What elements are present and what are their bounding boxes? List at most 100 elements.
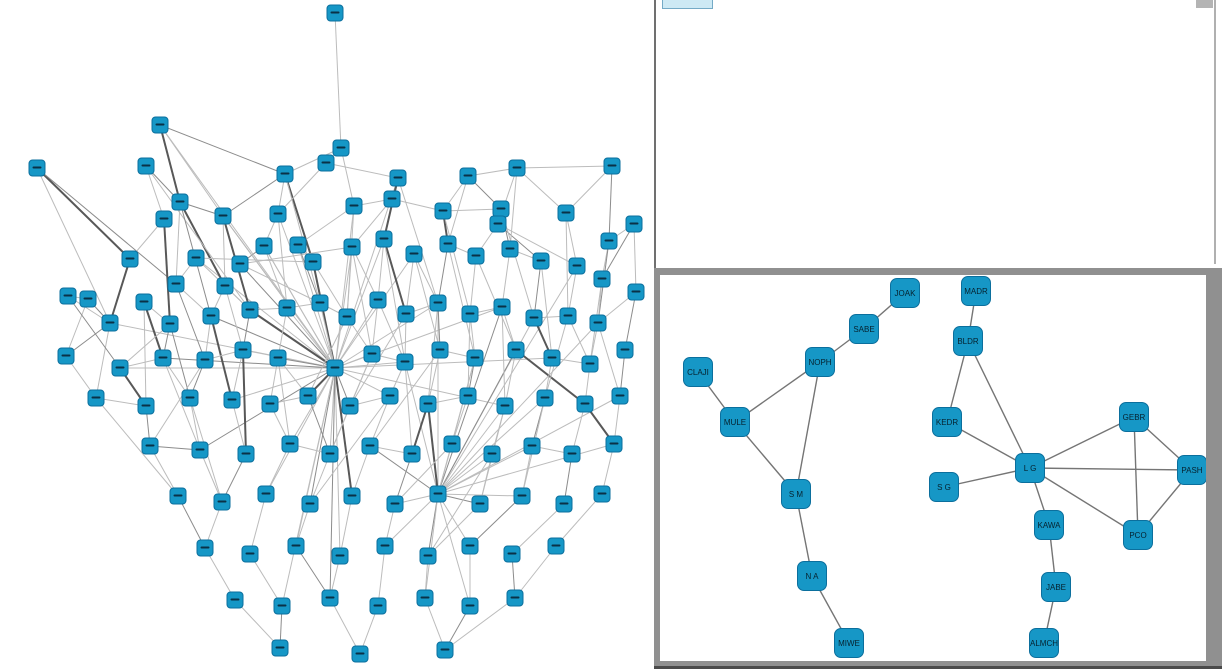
overview-node[interactable] <box>121 250 139 268</box>
overview-node[interactable] <box>345 197 363 215</box>
network-node-madr[interactable]: MADR <box>961 276 991 306</box>
overview-node[interactable] <box>508 159 526 177</box>
network-node-bldr[interactable]: BLDR <box>953 326 983 356</box>
overview-node[interactable] <box>351 645 369 663</box>
overview-node[interactable] <box>563 445 581 463</box>
overview-node[interactable] <box>289 236 307 254</box>
overview-node[interactable] <box>493 298 511 316</box>
overview-node[interactable] <box>429 294 447 312</box>
overview-node[interactable] <box>581 355 599 373</box>
overview-node[interactable] <box>332 139 350 157</box>
overview-node[interactable] <box>543 349 561 367</box>
network-node-almch[interactable]: ALMCH <box>1029 628 1059 658</box>
overview-node[interactable] <box>471 495 489 513</box>
overview-node[interactable] <box>525 309 543 327</box>
overview-node[interactable] <box>369 597 387 615</box>
network-edge[interactable] <box>1029 467 1139 536</box>
overview-node[interactable] <box>281 435 299 453</box>
overview-node[interactable] <box>234 341 252 359</box>
network-node-gebr[interactable]: GEBR <box>1119 402 1149 432</box>
overview-node[interactable] <box>169 487 187 505</box>
overview-node[interactable] <box>226 591 244 609</box>
overview-node[interactable] <box>532 252 550 270</box>
network-node-mule[interactable]: MULE <box>720 407 750 437</box>
network-edge[interactable] <box>1029 467 1193 471</box>
overview-node[interactable] <box>269 349 287 367</box>
overview-node[interactable] <box>507 341 525 359</box>
network-node-kawa[interactable]: KAWA <box>1034 510 1064 540</box>
overview-node[interactable] <box>459 167 477 185</box>
overview-node[interactable] <box>496 397 514 415</box>
overview-node[interactable] <box>419 395 437 413</box>
network-edge[interactable] <box>967 340 1031 469</box>
overview-node[interactable] <box>223 391 241 409</box>
overview-node[interactable] <box>214 207 232 225</box>
overview-node[interactable] <box>361 437 379 455</box>
overview-node[interactable] <box>135 293 153 311</box>
overview-node[interactable] <box>137 157 155 175</box>
overview-node[interactable] <box>489 215 507 233</box>
overview-node[interactable] <box>557 204 575 222</box>
overview-node[interactable] <box>443 435 461 453</box>
overview-node[interactable] <box>287 537 305 555</box>
overview-node[interactable] <box>255 237 273 255</box>
overview-node[interactable] <box>181 389 199 407</box>
overview-node[interactable] <box>405 245 423 263</box>
overview-node[interactable] <box>196 351 214 369</box>
overview-node[interactable] <box>59 287 77 305</box>
overview-node[interactable] <box>154 349 172 367</box>
overview-node[interactable] <box>269 205 287 223</box>
overview-node[interactable] <box>167 275 185 293</box>
overview-node[interactable] <box>383 190 401 208</box>
overview-node[interactable] <box>341 397 359 415</box>
overview-node[interactable] <box>381 387 399 405</box>
overview-node[interactable] <box>593 270 611 288</box>
overview-node[interactable] <box>506 589 524 607</box>
network-edge[interactable] <box>1133 416 1139 536</box>
overview-node[interactable] <box>202 307 220 325</box>
overview-node[interactable] <box>547 537 565 555</box>
overview-node[interactable] <box>87 389 105 407</box>
overview-node[interactable] <box>311 294 329 312</box>
overview-node[interactable] <box>403 445 421 463</box>
overview-node[interactable] <box>434 202 452 220</box>
detail-network-canvas[interactable]: JOAK MADR SABE NOPH CLAJI MULE BLDR KEDR GEBR L G… <box>660 275 1206 661</box>
overview-node[interactable] <box>171 193 189 211</box>
network-node-sabe[interactable]: SABE <box>849 314 879 344</box>
overview-node[interactable] <box>376 537 394 555</box>
overview-node[interactable] <box>523 437 541 455</box>
overview-node[interactable] <box>559 307 577 325</box>
overview-node[interactable] <box>331 547 349 565</box>
overview-node[interactable] <box>28 159 46 177</box>
overview-node[interactable] <box>213 493 231 511</box>
overview-node[interactable] <box>326 359 344 377</box>
scrollbar-fragment[interactable] <box>1196 0 1213 8</box>
overview-node[interactable] <box>439 235 457 253</box>
overview-network-panel[interactable] <box>0 0 648 669</box>
overview-node[interactable] <box>317 154 335 172</box>
overview-node[interactable] <box>600 232 618 250</box>
overview-node[interactable] <box>326 4 344 22</box>
overview-node[interactable] <box>299 387 317 405</box>
overview-node[interactable] <box>593 485 611 503</box>
overview-node[interactable] <box>321 589 339 607</box>
network-node-miwe[interactable]: MIWE <box>834 628 864 658</box>
network-edge[interactable] <box>795 361 821 495</box>
overview-node[interactable] <box>111 359 129 377</box>
overview-node[interactable] <box>101 314 119 332</box>
overview-node[interactable] <box>261 395 279 413</box>
overview-node[interactable] <box>338 308 356 326</box>
overview-node[interactable] <box>611 387 629 405</box>
network-edge[interactable] <box>1029 416 1135 469</box>
overview-node[interactable] <box>191 441 209 459</box>
overview-node[interactable] <box>343 238 361 256</box>
overview-node[interactable] <box>466 349 484 367</box>
overview-node[interactable] <box>237 445 255 463</box>
overview-node[interactable] <box>503 545 521 563</box>
overview-node[interactable] <box>461 537 479 555</box>
network-node-noph[interactable]: NOPH <box>805 347 835 377</box>
overview-node[interactable] <box>57 347 75 365</box>
overview-node[interactable] <box>461 305 479 323</box>
overview-node[interactable] <box>431 341 449 359</box>
overview-node[interactable] <box>467 247 485 265</box>
